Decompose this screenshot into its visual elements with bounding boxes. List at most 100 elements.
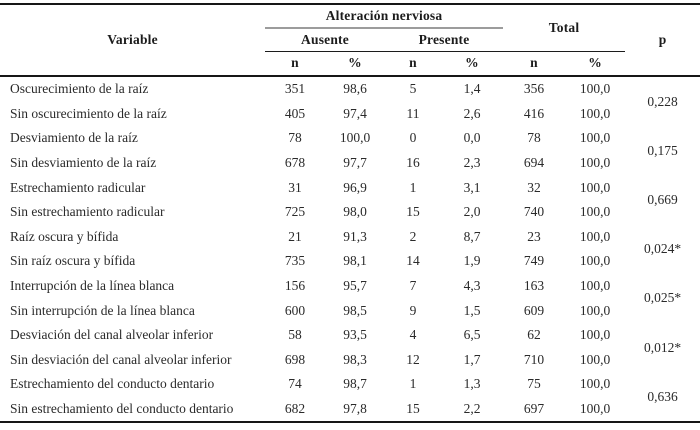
ausente-n-cell: 725 [284, 204, 306, 220]
total-pct-cell: 100,0 [579, 130, 611, 146]
total-n-cell: 62 [527, 327, 541, 343]
ausente-n-cell: 735 [284, 253, 306, 269]
ausente-pct-cell: 98,3 [343, 351, 367, 367]
table-row: Sin oscurecimiento de la raíz 405 97,4 1… [0, 102, 700, 127]
total-pct-cell: 100,0 [579, 179, 611, 195]
total-pct-cell: 100,0 [579, 204, 611, 220]
table-body: Oscurecimiento de la raíz 351 98,6 5 1,4… [0, 76, 700, 422]
total-n-cell: 694 [523, 155, 545, 171]
ausente-pct-cell: 100,0 [339, 130, 371, 146]
presente-pct-cell: 8,7 [463, 228, 481, 244]
p-value-cell: 0,228 [647, 93, 678, 109]
table-row: Sin interrupción de la línea blanca 600 … [0, 298, 700, 323]
column-header-total-pct: % [565, 51, 626, 77]
variable-label: Sin estrechamiento radicular [10, 204, 165, 220]
presente-n-cell: 15 [406, 204, 420, 220]
presente-n-cell: 9 [409, 302, 417, 318]
presente-pct-cell: 2,6 [463, 105, 481, 121]
variable-label: Sin raíz oscura y bífida [10, 253, 136, 269]
results-table: Variable Alteración nerviosa Total p Aus… [0, 3, 700, 424]
table-row: Oscurecimiento de la raíz 351 98,6 5 1,4… [0, 76, 700, 108]
total-pct-cell: 100,0 [579, 253, 611, 269]
total-n-cell: 75 [527, 376, 541, 392]
variable-label: Sin estrechamiento del conducto dentario [10, 401, 234, 417]
presente-n-cell: 16 [406, 155, 420, 171]
total-n-cell: 416 [523, 105, 545, 121]
variable-label: Desviación del canal alveolar inferior [10, 327, 214, 343]
total-n-cell: 32 [527, 179, 541, 195]
presente-pct-cell: 0,0 [463, 130, 481, 146]
presente-n-cell: 1 [409, 376, 417, 392]
column-header-variable: Variable [0, 4, 265, 77]
ausente-n-cell: 698 [284, 351, 306, 367]
total-pct-cell: 100,0 [579, 327, 611, 343]
presente-pct-cell: 1,3 [463, 376, 481, 392]
ausente-pct-cell: 96,9 [343, 179, 367, 195]
presente-n-cell: 7 [409, 278, 417, 294]
total-pct-cell: 100,0 [579, 302, 611, 318]
presente-n-cell: 0 [409, 130, 417, 146]
presente-n-cell: 1 [409, 179, 417, 195]
variable-label: Sin desviación del canal alveolar inferi… [10, 351, 232, 367]
ausente-pct-cell: 98,0 [343, 204, 367, 220]
total-n-cell: 710 [523, 351, 545, 367]
table-row: Raíz oscura y bífida 21 91,3 2 8,7 23 10… [0, 225, 700, 256]
presente-n-cell: 2 [409, 228, 417, 244]
total-n-cell: 78 [527, 130, 541, 146]
total-n-cell: 23 [527, 228, 541, 244]
table-row: Estrechamiento del conducto dentario 74 … [0, 372, 700, 403]
variable-label: Oscurecimiento de la raíz [10, 81, 149, 97]
variable-label: Desviamiento de la raíz [10, 130, 138, 146]
ausente-pct-cell: 98,1 [343, 253, 367, 269]
column-header-p: p [625, 4, 700, 77]
column-header-presente-pct: % [441, 51, 504, 77]
ausente-n-cell: 682 [284, 401, 306, 417]
presente-pct-cell: 2,2 [463, 401, 481, 417]
total-pct-cell: 100,0 [579, 401, 611, 417]
column-header-total-n: n [503, 51, 566, 77]
presente-pct-cell: 1,9 [463, 253, 481, 269]
p-value-cell: 0,024* [643, 241, 682, 257]
total-n-cell: 749 [523, 253, 545, 269]
p-value-cell: 0,175 [647, 142, 678, 158]
ausente-pct-cell: 97,7 [343, 155, 367, 171]
variable-label: Raíz oscura y bífida [10, 228, 119, 244]
ausente-pct-cell: 98,6 [343, 81, 367, 97]
table-row: Desviación del canal alveolar inferior 5… [0, 323, 700, 354]
presente-pct-cell: 1,4 [463, 81, 481, 97]
presente-n-cell: 5 [409, 81, 417, 97]
total-n-cell: 609 [523, 302, 545, 318]
ausente-n-cell: 351 [284, 81, 306, 97]
presente-pct-cell: 3,1 [463, 179, 481, 195]
presente-n-cell: 11 [406, 105, 420, 121]
p-value-cell: 0,669 [647, 191, 678, 207]
total-pct-cell: 100,0 [579, 155, 611, 171]
table-row: Estrechamiento radicular 31 96,9 1 3,1 3… [0, 175, 700, 207]
table-row: Desviamiento de la raíz 78 100,0 0 0,0 7… [0, 126, 700, 157]
ausente-pct-cell: 98,5 [343, 302, 367, 318]
variable-label: Sin desviamiento de la raíz [10, 155, 157, 171]
ausente-n-cell: 405 [284, 105, 306, 121]
presente-n-cell: 15 [406, 401, 420, 417]
total-n-cell: 356 [523, 81, 545, 97]
total-n-cell: 740 [523, 204, 545, 220]
total-pct-cell: 100,0 [579, 376, 611, 392]
column-header-total: Total [503, 4, 626, 52]
variable-label: Sin oscurecimiento de la raíz [10, 105, 167, 121]
ausente-pct-cell: 97,4 [343, 105, 367, 121]
ausente-n-cell: 74 [288, 376, 302, 392]
column-header-presente: Presente [385, 28, 504, 52]
table-header: Variable Alteración nerviosa Total p Aus… [0, 4, 700, 77]
p-value-cell: 0,012* [643, 339, 682, 355]
total-pct-cell: 100,0 [579, 105, 611, 121]
variable-label: Sin interrupción de la línea blanca [10, 302, 195, 318]
ausente-n-cell: 678 [284, 155, 306, 171]
column-group-alteracion-nerviosa: Alteración nerviosa [265, 4, 504, 29]
presente-pct-cell: 1,7 [463, 351, 481, 367]
presente-n-cell: 4 [409, 327, 417, 343]
column-header-ausente-pct: % [325, 51, 385, 77]
presente-n-cell: 14 [406, 253, 420, 269]
variable-label: Estrechamiento del conducto dentario [10, 376, 215, 392]
ausente-n-cell: 156 [284, 278, 306, 294]
